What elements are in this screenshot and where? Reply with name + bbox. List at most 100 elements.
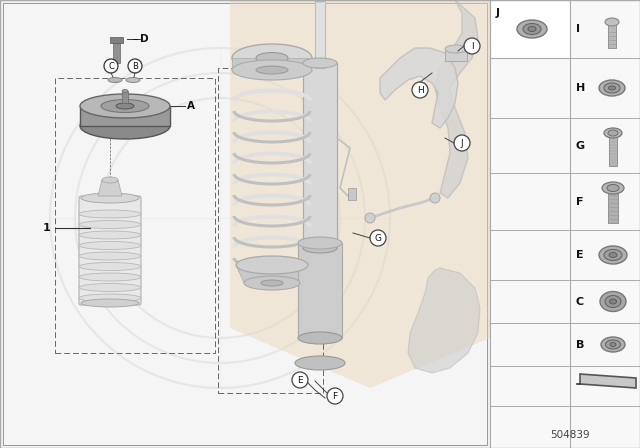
Ellipse shape — [236, 256, 308, 274]
Ellipse shape — [608, 130, 618, 136]
Circle shape — [464, 38, 480, 54]
Ellipse shape — [126, 78, 140, 82]
Bar — [3, 3, 487, 445]
Ellipse shape — [609, 299, 616, 304]
Ellipse shape — [79, 284, 141, 292]
Bar — [298, 243, 342, 338]
Text: F: F — [332, 392, 337, 401]
Circle shape — [370, 230, 386, 246]
Ellipse shape — [528, 26, 536, 31]
FancyBboxPatch shape — [79, 196, 141, 305]
Ellipse shape — [298, 332, 342, 344]
Bar — [490, 0, 640, 448]
Ellipse shape — [79, 263, 141, 271]
Ellipse shape — [604, 128, 622, 138]
Ellipse shape — [116, 103, 134, 109]
Text: E: E — [297, 375, 303, 384]
Bar — [348, 188, 356, 200]
Circle shape — [327, 388, 343, 404]
Polygon shape — [236, 265, 308, 283]
Text: A: A — [187, 101, 195, 111]
Ellipse shape — [609, 253, 617, 258]
Text: E: E — [576, 250, 584, 260]
Bar — [110, 37, 123, 43]
Bar — [55, 78, 215, 353]
Ellipse shape — [81, 299, 139, 307]
Ellipse shape — [298, 237, 342, 249]
Polygon shape — [80, 106, 170, 126]
Ellipse shape — [523, 23, 541, 34]
Polygon shape — [232, 58, 312, 70]
Ellipse shape — [244, 276, 300, 290]
Bar — [122, 91, 128, 103]
Circle shape — [104, 59, 118, 73]
Polygon shape — [408, 268, 480, 373]
Polygon shape — [98, 180, 122, 196]
Text: J: J — [496, 8, 500, 18]
Ellipse shape — [607, 185, 619, 191]
Ellipse shape — [80, 94, 170, 118]
Ellipse shape — [609, 86, 616, 90]
Text: G: G — [576, 141, 585, 151]
Bar — [315, 0, 325, 68]
Ellipse shape — [256, 52, 288, 64]
Text: C: C — [576, 297, 584, 306]
Ellipse shape — [79, 220, 141, 228]
Ellipse shape — [232, 60, 312, 80]
Ellipse shape — [605, 18, 619, 26]
Bar — [445, 49, 467, 61]
Ellipse shape — [599, 80, 625, 96]
Ellipse shape — [605, 340, 621, 349]
Text: I: I — [576, 24, 580, 34]
Bar — [113, 41, 120, 63]
Ellipse shape — [295, 356, 345, 370]
Circle shape — [365, 213, 375, 223]
Ellipse shape — [601, 337, 625, 352]
Ellipse shape — [604, 250, 622, 260]
Ellipse shape — [600, 292, 626, 311]
Polygon shape — [435, 0, 478, 198]
Ellipse shape — [108, 78, 122, 82]
Ellipse shape — [303, 58, 337, 68]
Ellipse shape — [122, 90, 128, 92]
Circle shape — [430, 193, 440, 203]
Bar — [608, 24, 616, 48]
Ellipse shape — [604, 83, 620, 93]
Ellipse shape — [602, 182, 624, 194]
Text: H: H — [576, 83, 585, 93]
Ellipse shape — [232, 44, 312, 72]
Ellipse shape — [605, 296, 621, 307]
Polygon shape — [380, 48, 458, 128]
Ellipse shape — [445, 45, 467, 53]
Circle shape — [454, 135, 470, 151]
Circle shape — [292, 372, 308, 388]
Ellipse shape — [79, 210, 141, 218]
Ellipse shape — [79, 241, 141, 250]
Text: C: C — [108, 61, 114, 70]
Text: 1: 1 — [42, 223, 50, 233]
Ellipse shape — [79, 231, 141, 239]
Ellipse shape — [610, 343, 616, 346]
Bar — [609, 135, 617, 166]
Text: G: G — [374, 233, 381, 242]
Bar — [608, 190, 618, 223]
Text: F: F — [576, 197, 584, 207]
Ellipse shape — [79, 273, 141, 281]
Ellipse shape — [315, 0, 325, 2]
Ellipse shape — [81, 193, 139, 203]
Text: H: H — [417, 86, 424, 95]
Text: J: J — [461, 138, 463, 147]
Ellipse shape — [261, 280, 283, 286]
Polygon shape — [580, 374, 636, 388]
Polygon shape — [230, 0, 490, 388]
Bar — [218, 68, 323, 393]
Circle shape — [128, 59, 142, 73]
Bar — [303, 63, 337, 248]
Ellipse shape — [80, 113, 170, 139]
Ellipse shape — [79, 294, 141, 302]
Text: I: I — [470, 42, 474, 51]
Text: 504839: 504839 — [550, 430, 589, 440]
Ellipse shape — [303, 243, 337, 253]
Text: B: B — [576, 340, 584, 349]
Text: B: B — [132, 61, 138, 70]
